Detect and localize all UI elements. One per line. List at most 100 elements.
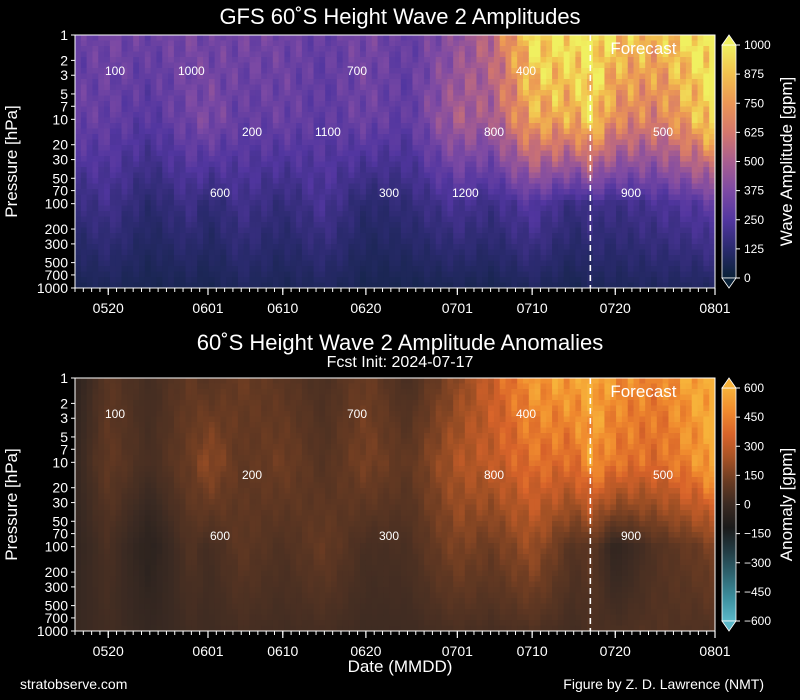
y-tick-label: 20 xyxy=(52,480,68,496)
y-tick-label: 50 xyxy=(52,170,68,186)
colorbar-tick-label: 450 xyxy=(744,410,764,424)
amplitude-chart-title: GFS 60˚S Height Wave 2 Amplitudes xyxy=(219,4,581,29)
y-tick-label: 700 xyxy=(45,610,69,626)
y-axis-label: Pressure [hPa] xyxy=(2,105,21,217)
y-tick-label: 300 xyxy=(45,236,69,252)
colorbar-tick-label: 1000 xyxy=(744,38,771,52)
anomaly-chart-title: 60˚S Height Wave 2 Amplitude Anomalies xyxy=(196,330,604,355)
site-credit: stratobserve.com xyxy=(20,676,128,692)
x-tick-label: 0701 xyxy=(442,643,473,659)
y-tick-label: 300 xyxy=(45,579,69,595)
y-tick-label: 500 xyxy=(45,598,69,614)
contour-label: 1200 xyxy=(452,186,479,200)
x-tick-label: 0520 xyxy=(93,300,124,316)
x-tick-label: 0710 xyxy=(517,643,548,659)
y-tick-label: 2 xyxy=(60,395,68,411)
colorbar-tick-label: 0 xyxy=(744,271,751,285)
y-tick-label: 30 xyxy=(52,495,68,511)
y-tick-label: 1000 xyxy=(37,623,68,639)
y-tick-label: 7 xyxy=(60,98,68,114)
x-tick-label: 0601 xyxy=(192,300,223,316)
forecast-label: Forecast xyxy=(610,39,676,58)
y-axis-label: Pressure [hPa] xyxy=(2,448,21,560)
x-tick-label: 0720 xyxy=(600,300,631,316)
y-tick-label: 7 xyxy=(60,441,68,457)
colorbar-tick-label: 0 xyxy=(744,498,751,512)
contour-labels: 100 200 300 400 500 600 700 800 900 xyxy=(105,407,673,543)
colorbar-tick-label: 150 xyxy=(744,468,764,482)
colorbar-tick-label: 875 xyxy=(744,67,764,81)
y-tick-label: 2 xyxy=(60,52,68,68)
colorbar-tick-label: −600 xyxy=(744,614,771,628)
y-tick-label: 70 xyxy=(52,526,68,542)
contour-label: 500 xyxy=(653,125,673,139)
x-tick-label: 0801 xyxy=(699,643,730,659)
y-tick-label: 70 xyxy=(52,183,68,199)
y-tick-label: 3 xyxy=(60,410,68,426)
y-tick-label: 10 xyxy=(52,454,68,470)
y-tick-label: 10 xyxy=(52,111,68,127)
colorbar-tick-label: 125 xyxy=(744,242,764,256)
colorbar-max-arrow xyxy=(721,377,737,389)
contour-label: 900 xyxy=(621,186,641,200)
contour-label: 900 xyxy=(621,529,641,543)
contour-label: 400 xyxy=(516,64,536,78)
heatmap-field xyxy=(75,378,715,631)
y-tick-label: 1 xyxy=(60,370,68,386)
colorbar-tick-label: 375 xyxy=(744,184,764,198)
plot-frame xyxy=(74,34,716,289)
contour-label: 1100 xyxy=(315,125,341,139)
plot-frame xyxy=(74,377,716,632)
x-tick-label: 0720 xyxy=(600,643,631,659)
x-tick-label: 0601 xyxy=(192,643,223,659)
y-tick-label: 20 xyxy=(52,137,68,153)
amplitude-panel: Forecast10020030040050060070080090010001… xyxy=(2,27,796,316)
y-tick-label: 3 xyxy=(60,67,68,83)
forecast-label: Forecast xyxy=(610,382,676,401)
author-credit: Figure by Z. D. Lawrence (NMT) xyxy=(563,676,764,692)
y-tick-label: 500 xyxy=(45,255,69,271)
x-tick-label: 0610 xyxy=(267,643,298,659)
y-tick-label: 50 xyxy=(52,513,68,529)
contour-label: 200 xyxy=(242,125,262,139)
colorbar-tick-label: 500 xyxy=(744,155,764,169)
forecast-init-subtitle: Fcst Init: 2024-07-17 xyxy=(326,354,474,371)
contour-label: 300 xyxy=(379,529,399,543)
y-tick-label: 30 xyxy=(52,152,68,168)
y-tick-label: 200 xyxy=(45,221,69,237)
x-tick-label: 0610 xyxy=(267,300,298,316)
colorbar xyxy=(721,387,737,622)
contour-label: 200 xyxy=(242,468,262,482)
x-tick-label: 0801 xyxy=(699,300,730,316)
colorbar-tick-label: 625 xyxy=(744,125,764,139)
y-tick-label: 5 xyxy=(60,429,68,445)
contour-label: 1000 xyxy=(178,64,205,78)
colorbar-tick-label: 600 xyxy=(744,381,764,395)
contour-label: 800 xyxy=(484,125,504,139)
y-tick-label: 700 xyxy=(45,267,69,283)
y-tick-label: 1 xyxy=(60,27,68,43)
colorbar-tick-label: −150 xyxy=(744,527,771,541)
colorbar-min-arrow xyxy=(721,620,737,632)
colorbar-label: Anomaly [gpm] xyxy=(777,448,796,561)
anomaly-panel: Forecast10020030040050060070080090012357… xyxy=(2,370,796,659)
colorbar-tick-label: 250 xyxy=(744,213,764,227)
contour-label: 400 xyxy=(516,407,536,421)
colorbar-tick-label: −300 xyxy=(744,556,771,570)
x-axis-label: Date (MMDD) xyxy=(347,657,453,676)
x-tick-label: 0520 xyxy=(93,643,124,659)
contour-label: 700 xyxy=(347,64,367,78)
x-tick-label: 0620 xyxy=(350,300,381,316)
y-tick-label: 200 xyxy=(45,564,69,580)
x-tick-label: 0710 xyxy=(517,300,548,316)
colorbar-max-arrow xyxy=(721,34,737,46)
y-tick-label: 100 xyxy=(45,196,69,212)
contour-label: 300 xyxy=(379,186,399,200)
x-tick-label: 0701 xyxy=(442,300,473,316)
x-tick-label: 0620 xyxy=(350,643,381,659)
colorbar-label: Wave Amplitude [gpm] xyxy=(777,77,796,246)
colorbar xyxy=(721,44,737,279)
heatmap-field xyxy=(75,35,715,288)
